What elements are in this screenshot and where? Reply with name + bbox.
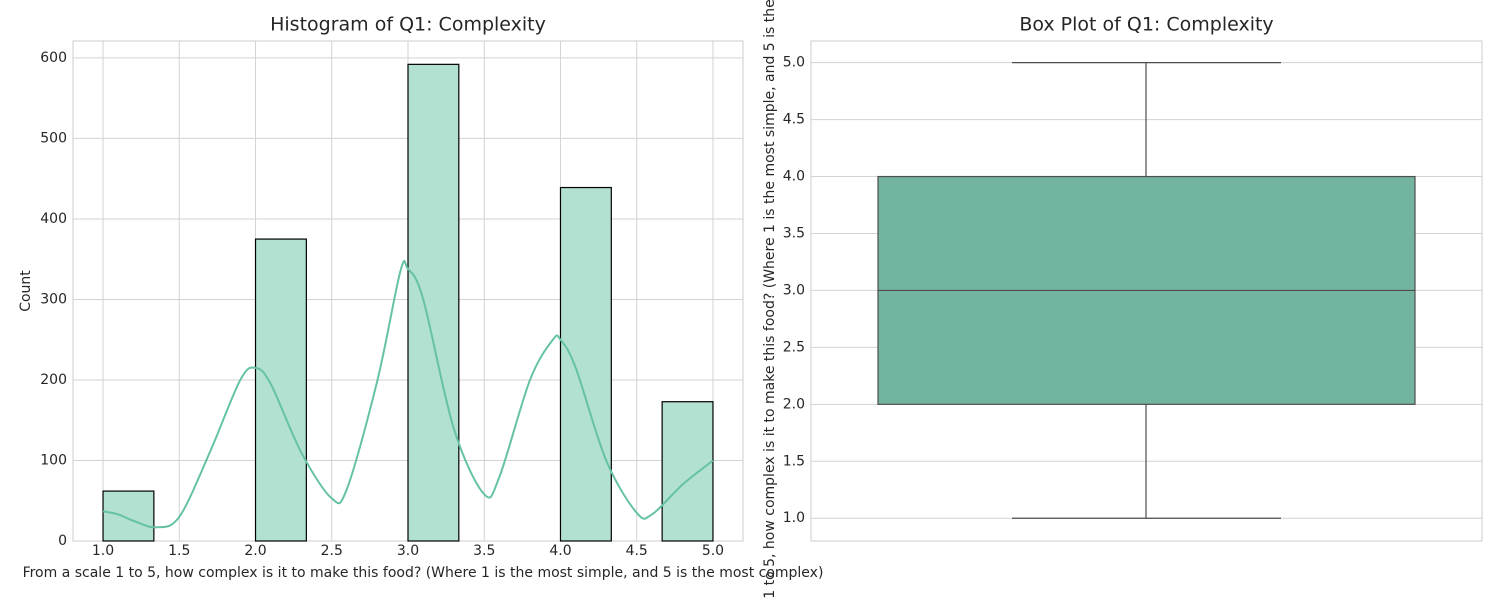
chart-title: Histogram of Q1: Complexity bbox=[270, 14, 546, 36]
bar bbox=[102, 490, 155, 542]
y-tick-label: 1.0 bbox=[783, 510, 805, 526]
kde-line bbox=[102, 260, 714, 529]
x-axis-label: From a scale 1 to 5, how complex is it t… bbox=[23, 565, 824, 581]
x-tick-label: 1.0 bbox=[92, 543, 114, 559]
plot-frame bbox=[810, 40, 1483, 542]
x-tick-label: 2.5 bbox=[321, 543, 343, 559]
x-tick-label: 3.5 bbox=[473, 543, 495, 559]
bar bbox=[661, 401, 714, 542]
y-tick-label: 0 bbox=[58, 533, 67, 549]
bar bbox=[254, 238, 307, 542]
y-tick-label: 3.0 bbox=[783, 282, 805, 298]
y-tick-label: 600 bbox=[40, 50, 67, 66]
x-tick-label: 5.0 bbox=[702, 543, 724, 559]
y-tick-label: 200 bbox=[40, 372, 67, 388]
bar bbox=[407, 63, 460, 542]
y-tick-label: 400 bbox=[40, 211, 67, 227]
y-tick-label: 1.5 bbox=[783, 453, 805, 469]
y-tick-label: 4.0 bbox=[783, 169, 805, 185]
x-tick-label: 2.0 bbox=[244, 543, 266, 559]
y-axis-label: From a scale 1 to 5, how complex is it t… bbox=[762, 0, 778, 600]
x-tick-label: 1.5 bbox=[168, 543, 190, 559]
y-tick-label: 4.5 bbox=[783, 112, 805, 128]
x-tick-label: 4.0 bbox=[549, 543, 571, 559]
y-tick-label: 2.5 bbox=[783, 339, 805, 355]
y-tick-label: 2.0 bbox=[783, 396, 805, 412]
x-tick-label: 3.0 bbox=[397, 543, 419, 559]
chart-title: Box Plot of Q1: Complexity bbox=[1019, 14, 1273, 36]
x-tick-label: 4.5 bbox=[626, 543, 648, 559]
y-tick-label: 3.5 bbox=[783, 225, 805, 241]
y-tick-label: 300 bbox=[40, 291, 67, 307]
y-axis-label: Count bbox=[18, 270, 34, 312]
y-tick-label: 500 bbox=[40, 130, 67, 146]
y-tick-label: 100 bbox=[40, 452, 67, 468]
bar bbox=[559, 186, 612, 542]
y-tick-label: 5.0 bbox=[783, 55, 805, 71]
